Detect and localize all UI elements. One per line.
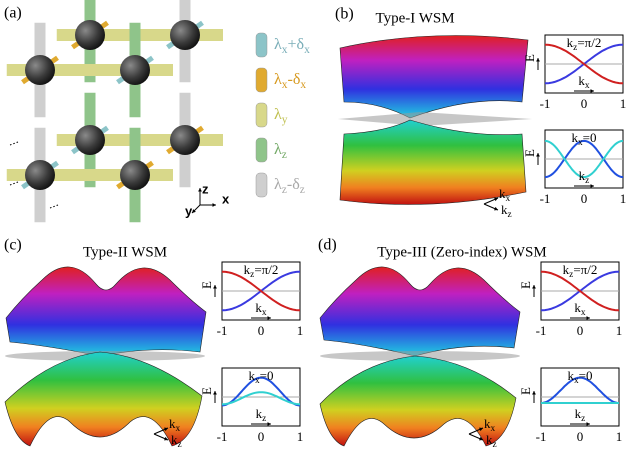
subscript: x <box>262 308 267 318</box>
atom <box>25 55 55 85</box>
panel-label: (c) <box>4 237 22 254</box>
x-tick-label: 1 <box>616 323 623 338</box>
subscript: x <box>300 78 306 90</box>
axis-label: y <box>185 203 193 218</box>
text-part: -δ <box>288 71 301 88</box>
text-part: -δ <box>287 176 300 193</box>
legend-label: λx-δx <box>274 71 306 91</box>
x-tick-label: 1 <box>616 429 623 444</box>
text-part: =π/2 <box>254 262 278 277</box>
text-part: =0 <box>579 368 593 383</box>
x-tick-label: -1 <box>540 191 551 206</box>
x-tick-label: 1 <box>620 96 626 111</box>
subscript: z <box>178 440 182 450</box>
surface-axis-label: kz <box>501 202 512 220</box>
text-part: =π/2 <box>573 262 597 277</box>
atom <box>120 55 150 85</box>
legend-swatch <box>256 138 267 162</box>
legend-label: λz-δz <box>274 176 305 196</box>
x-tick-label: 0 <box>258 323 265 338</box>
subscript: z <box>581 414 585 424</box>
subscript: x <box>581 308 586 318</box>
atom <box>170 125 200 155</box>
surface-c <box>5 267 206 446</box>
x-tick-label: 0 <box>581 191 588 206</box>
subscript: z <box>493 440 497 450</box>
panel-label: (d) <box>318 237 337 254</box>
atom <box>170 20 200 50</box>
atom <box>75 125 105 155</box>
x-tick-label: 0 <box>258 429 265 444</box>
figure: (a)λx+δxλx-δxλyλzλz-δzzyx(b)Type-I WSMkx… <box>0 0 626 457</box>
text-part: +δ <box>288 36 305 53</box>
x-tick-label: 1 <box>297 429 304 444</box>
legend-swatch <box>256 68 267 92</box>
text-part: =0 <box>260 368 274 383</box>
atom <box>120 160 150 190</box>
subscript: z <box>262 414 266 424</box>
text-part: =π/2 <box>577 35 601 50</box>
x-tick-label: -1 <box>536 429 547 444</box>
x-tick-label: -1 <box>217 323 228 338</box>
legend-label: λx+δx <box>274 36 310 56</box>
x-tick-label: 0 <box>577 429 584 444</box>
legend-swatch <box>256 103 267 127</box>
dots <box>10 182 18 185</box>
panel-label: (b) <box>335 6 354 23</box>
y-axis-label: E <box>199 281 214 289</box>
dots <box>50 205 58 208</box>
surface-b <box>338 36 532 205</box>
y-axis-label: E <box>518 281 533 289</box>
legend-label: λy <box>274 106 288 126</box>
legend-swatch <box>256 173 267 197</box>
x-tick-label: 0 <box>581 96 588 111</box>
lattice <box>7 0 223 222</box>
x-tick-label: 1 <box>297 323 304 338</box>
panel-title: Type-III (Zero-index) WSM <box>377 244 546 260</box>
legend-label: λz <box>274 141 287 161</box>
legend-swatch <box>256 33 267 57</box>
x-tick-label: -1 <box>540 96 551 111</box>
text-part: =0 <box>583 130 597 145</box>
atom <box>25 160 55 190</box>
x-tick-label: 1 <box>620 191 626 206</box>
subscript: z <box>508 210 512 220</box>
x-tick-label: -1 <box>217 429 228 444</box>
atom <box>75 20 105 50</box>
x-tick-label: -1 <box>536 323 547 338</box>
y-axis-label: E <box>199 387 214 395</box>
x-tick-label: 0 <box>577 323 584 338</box>
subscript: y <box>282 113 288 125</box>
axis-label: x <box>222 191 230 206</box>
y-axis-label: E <box>522 149 537 157</box>
axis-label: z <box>202 181 209 196</box>
subscript: x <box>304 43 310 55</box>
axis-x-head <box>212 203 216 207</box>
subscript: z <box>300 183 305 195</box>
subscript: x <box>585 81 590 91</box>
y-axis-label: E <box>522 54 537 62</box>
subscript: z <box>585 176 589 186</box>
subscript: z <box>282 148 287 160</box>
panel-title: Type-I WSM <box>375 10 454 26</box>
dots <box>10 142 18 145</box>
y-axis-label: E <box>518 387 533 395</box>
panel-label: (a) <box>4 5 22 22</box>
panel-title: Type-II WSM <box>83 244 167 260</box>
